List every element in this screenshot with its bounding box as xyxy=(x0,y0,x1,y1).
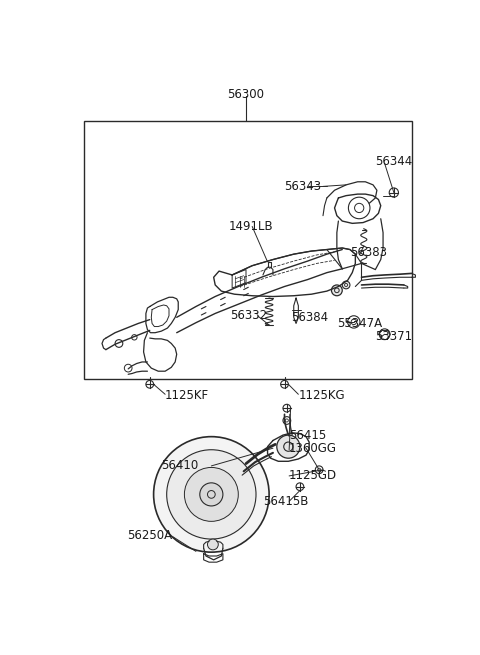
Circle shape xyxy=(379,329,390,340)
Circle shape xyxy=(283,417,291,424)
Circle shape xyxy=(207,539,218,550)
Circle shape xyxy=(167,450,256,539)
Text: 56410: 56410 xyxy=(161,459,199,472)
Text: 1360GG: 1360GG xyxy=(289,443,337,455)
Circle shape xyxy=(184,468,238,521)
Text: 56344: 56344 xyxy=(375,155,413,168)
Text: 1491LB: 1491LB xyxy=(229,220,274,233)
Text: 55347A: 55347A xyxy=(337,317,382,330)
Circle shape xyxy=(200,483,223,506)
Text: 56332: 56332 xyxy=(230,309,268,322)
Text: 53371: 53371 xyxy=(375,330,412,343)
Text: 56383: 56383 xyxy=(350,246,387,259)
Circle shape xyxy=(277,435,300,458)
Circle shape xyxy=(332,285,342,296)
Text: 56415: 56415 xyxy=(289,430,326,442)
Text: 56250A: 56250A xyxy=(127,529,172,542)
Bar xyxy=(84,121,411,379)
Text: 56415B: 56415B xyxy=(263,495,308,508)
Text: 56343: 56343 xyxy=(285,180,322,193)
Text: 1125GD: 1125GD xyxy=(289,470,337,483)
Text: 56384: 56384 xyxy=(291,311,328,324)
Circle shape xyxy=(154,437,269,552)
Text: 56300: 56300 xyxy=(228,88,264,100)
Circle shape xyxy=(348,316,360,328)
Circle shape xyxy=(315,466,323,474)
Text: 1125KG: 1125KG xyxy=(299,389,345,402)
Text: 1125KF: 1125KF xyxy=(165,389,209,402)
Circle shape xyxy=(342,281,350,289)
